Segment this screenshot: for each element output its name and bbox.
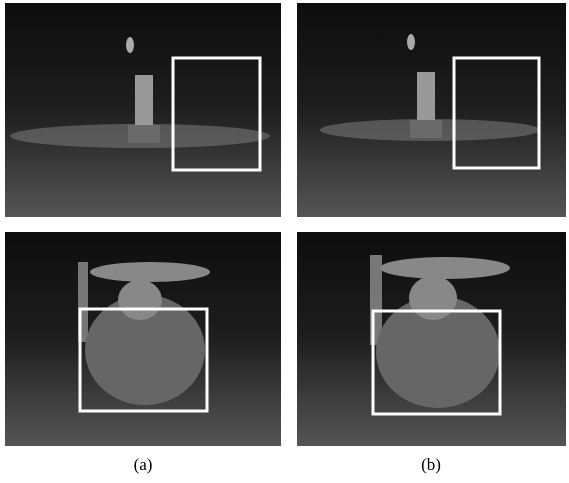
page: (a) (b) (() => { const data = JSON.parse… <box>0 0 569 483</box>
panel-bottom-left <box>5 232 281 446</box>
caption-label: (a) <box>134 455 153 474</box>
caption-label: (b) <box>421 455 441 474</box>
panel-bottom-right <box>297 232 566 446</box>
panel-top-right <box>297 3 566 217</box>
figure: (a) (b) <box>0 0 569 483</box>
panel-top-left <box>5 3 281 217</box>
